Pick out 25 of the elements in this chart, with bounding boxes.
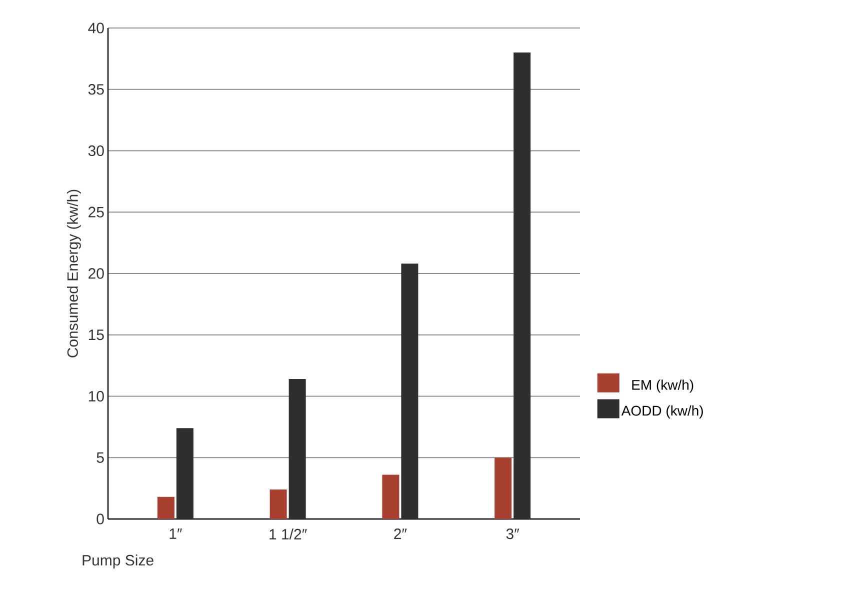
bar [494, 458, 512, 519]
x-tick-label: 1 1/2″ [270, 528, 307, 540]
bar [176, 428, 194, 519]
y-tick-label: 0 [96, 514, 104, 524]
y-tick-label: 10 [88, 390, 104, 402]
x-axis-title: Pump Size [82, 554, 154, 568]
bar [288, 379, 306, 519]
bar [382, 474, 400, 519]
x-tick-label: 3″ [506, 528, 520, 540]
bar [514, 52, 531, 519]
legend-label: EM (kw/h) [632, 380, 694, 393]
y-tick-label: 20 [88, 268, 104, 279]
y-tick-label: 35 [88, 84, 104, 95]
legend-label: AODD (kw/h) [621, 405, 703, 418]
x-tick-label: 1″ [170, 528, 182, 539]
y-tick-label: 25 [88, 206, 104, 218]
x-tick-label: 2″ [394, 528, 407, 539]
y-tick-label: 30 [88, 145, 104, 156]
bar [270, 490, 287, 519]
y-axis-title: Consumed Energy (kw/h) [66, 190, 81, 358]
y-tick-label: 5 [96, 452, 104, 463]
bar [157, 496, 174, 519]
y-tick-label: 40 [88, 22, 104, 34]
y-tick-label: 15 [88, 330, 104, 340]
bar [401, 264, 418, 519]
